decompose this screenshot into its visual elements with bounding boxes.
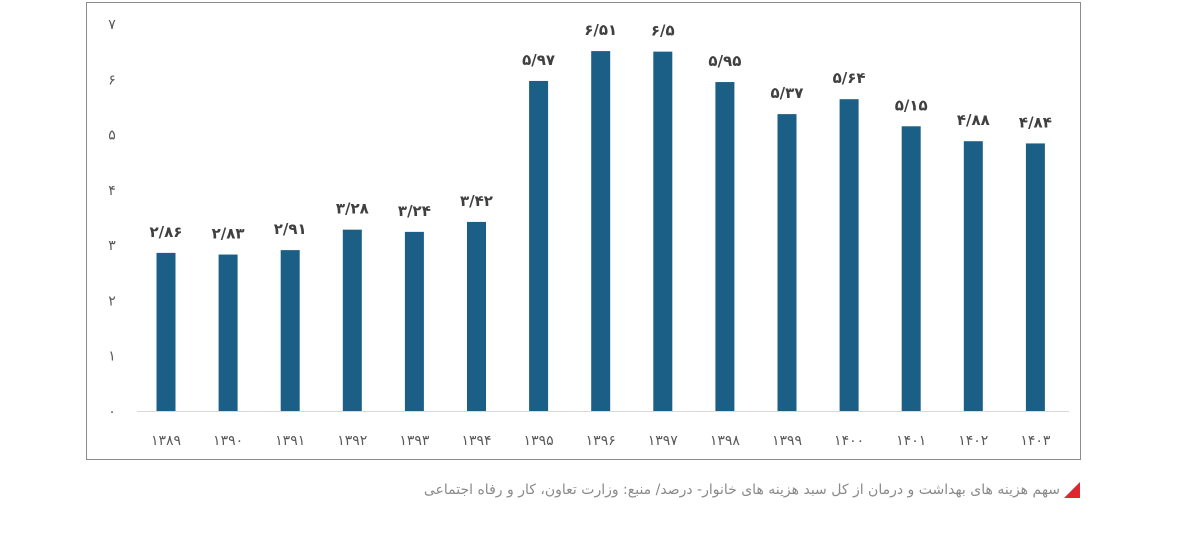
bar	[839, 99, 859, 411]
data-label: ۶/۵	[651, 22, 675, 40]
bar	[342, 229, 362, 411]
y-tick-label: ۵	[108, 128, 116, 144]
data-label: ۲/۸۳	[212, 225, 245, 243]
y-tick-label: ۷	[108, 17, 116, 33]
bar	[591, 51, 611, 412]
x-tick-label: ۱۳۹۷	[648, 433, 679, 449]
data-label: ۵/۶۴	[833, 69, 866, 87]
x-tick-label: ۱۳۹۴	[461, 433, 491, 449]
bar	[467, 221, 486, 411]
bar	[1025, 143, 1045, 411]
y-tick-label: ۶	[108, 72, 116, 88]
data-label: ۵/۱۵	[895, 96, 928, 114]
data-label: ۲/۹۱	[274, 220, 307, 238]
y-tick-label: ۴	[108, 183, 116, 199]
x-tick-label: ۱۴۰۰	[834, 433, 864, 449]
x-tick-label: ۱۳۹۰	[213, 433, 243, 449]
x-tick-label: ۱۳۹۶	[586, 433, 616, 449]
data-label: ۳/۲۴	[398, 202, 431, 220]
data-label: ۳/۴۲	[460, 192, 493, 210]
y-tick-label: ۲	[108, 293, 116, 309]
caption-text: سهم هزینه های بهداشت و درمان از کل سبد ه…	[423, 482, 1060, 498]
caption-marker-icon	[1064, 482, 1080, 498]
bar-chart: ۰ ۱ ۲ ۳ ۴ ۵ ۶ ۷ ۲/۸۶ ۱۳۸۹ ۲/۸۳ ۱۳۹۰ ۲/۹۱ ۱۳۹۱ ۳/۲۸ ۱۳۹۲…	[108, 17, 1069, 449]
x-tick-label: ۱۳۹۳	[399, 433, 430, 449]
data-label: ۴/۸۸	[957, 111, 990, 129]
bar	[218, 254, 238, 411]
x-tick-label: ۱۴۰۱	[896, 433, 926, 449]
data-label: ۵/۳۷	[771, 84, 804, 102]
x-tick-label: ۱۳۹۱	[275, 433, 305, 449]
y-tick-label: ۰	[108, 404, 116, 420]
data-label: ۵/۹۵	[708, 52, 741, 70]
x-tick-label: ۱۴۰۲	[958, 433, 988, 449]
x-tick-label: ۱۳۹۸	[710, 433, 741, 449]
data-label: ۶/۵۱	[584, 21, 617, 39]
data-label: ۴/۸۴	[1019, 113, 1052, 131]
y-tick-label: ۱	[108, 349, 116, 365]
data-label: ۳/۲۸	[336, 200, 369, 218]
x-tick-label: ۱۳۹۹	[772, 433, 802, 449]
chart-frame: ۰ ۱ ۲ ۳ ۴ ۵ ۶ ۷ ۲/۸۶ ۱۳۸۹ ۲/۸۳ ۱۳۹۰ ۲/۹۱ ۱۳۹۱ ۳/۲۸ ۱۳۹۲…	[86, 2, 1081, 460]
x-tick-label: ۱۳۹۵	[524, 433, 554, 449]
data-label: ۲/۸۶	[150, 223, 183, 241]
data-label: ۵/۹۷	[522, 51, 555, 69]
x-tick-label: ۱۳۹۲	[337, 433, 367, 449]
bar	[529, 80, 549, 412]
bar	[901, 126, 921, 412]
bar	[653, 51, 673, 412]
y-tick-label: ۳	[108, 238, 116, 254]
bar	[280, 250, 300, 411]
bar	[404, 231, 424, 411]
bar	[715, 82, 735, 412]
bar	[156, 252, 176, 411]
x-tick-label: ۱۳۸۹	[151, 433, 181, 449]
bar	[963, 141, 983, 411]
chart-caption: سهم هزینه های بهداشت و درمان از کل سبد ه…	[424, 482, 1080, 498]
bar	[777, 114, 797, 411]
x-tick-label: ۱۴۰۳	[1020, 433, 1051, 449]
